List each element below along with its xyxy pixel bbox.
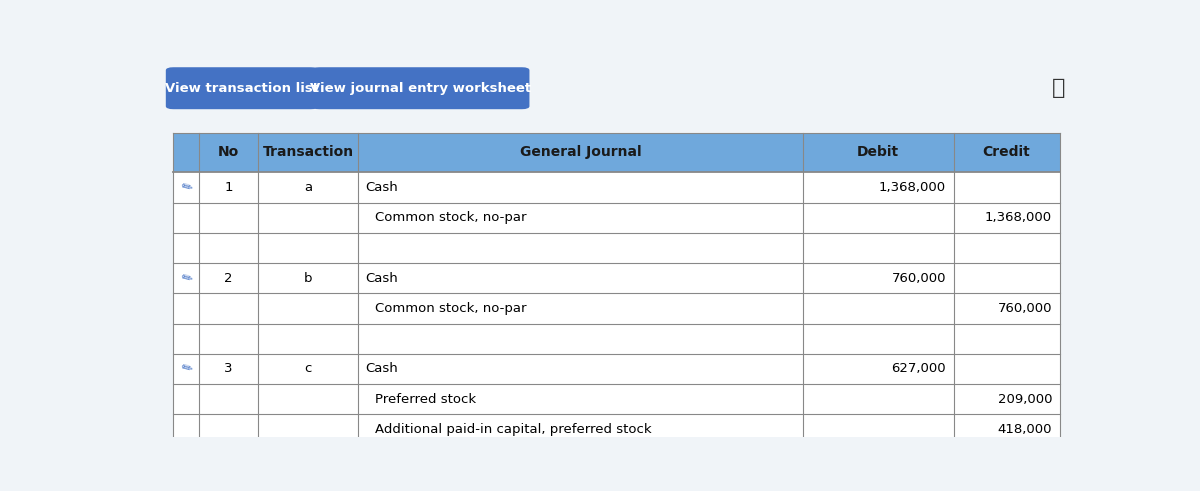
Text: 1,368,000: 1,368,000 [985,211,1052,224]
Text: Common stock, no-par: Common stock, no-par [376,211,527,224]
Text: Common stock, no-par: Common stock, no-par [376,302,527,315]
Text: Credit: Credit [983,145,1031,160]
Text: View transaction list: View transaction list [166,82,319,95]
Text: c: c [305,362,312,376]
FancyBboxPatch shape [312,67,529,109]
Text: 3: 3 [224,362,233,376]
Text: b: b [304,272,312,285]
Bar [173,203,1060,233]
Text: ✏: ✏ [179,270,193,286]
Text: 760,000: 760,000 [997,302,1052,315]
Bar [173,414,1060,444]
Text: 627,000: 627,000 [892,362,946,376]
Text: View journal entry worksheet: View journal entry worksheet [310,82,532,95]
Text: ✏: ✏ [179,179,193,196]
Text: General Journal: General Journal [520,145,642,160]
Text: ✏: ✏ [179,361,193,377]
Text: Transaction: Transaction [263,145,354,160]
Bar [173,133,1060,172]
Text: Cash: Cash [365,181,397,194]
Text: 1: 1 [224,181,233,194]
Text: 2: 2 [224,272,233,285]
Bar [173,293,1060,324]
Text: Debit: Debit [857,145,899,160]
Bar [173,384,1060,414]
Text: No: No [218,145,239,160]
Text: a: a [304,181,312,194]
Bar [173,354,1060,384]
Text: Cash: Cash [365,362,397,376]
Text: Additional paid-in capital, preferred stock: Additional paid-in capital, preferred st… [376,423,652,436]
Text: 209,000: 209,000 [997,393,1052,406]
Text: 418,000: 418,000 [997,423,1052,436]
Text: 1,368,000: 1,368,000 [878,181,946,194]
Text: Preferred stock: Preferred stock [376,393,476,406]
FancyBboxPatch shape [166,67,318,109]
Bar [173,233,1060,263]
Bar [173,172,1060,203]
Text: ⓧ: ⓧ [1052,78,1066,98]
Text: 760,000: 760,000 [892,272,946,285]
Bar [173,263,1060,293]
Bar [173,324,1060,354]
Text: Cash: Cash [365,272,397,285]
